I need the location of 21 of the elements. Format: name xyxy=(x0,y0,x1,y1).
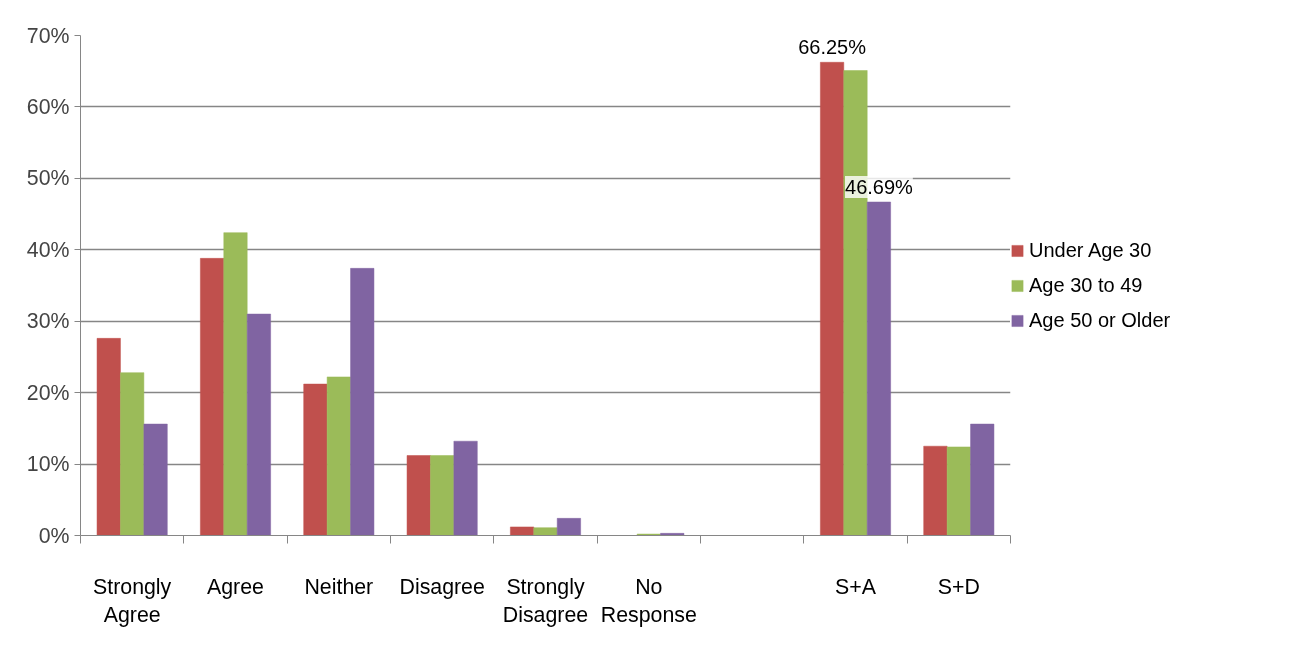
y-tick-label: 0% xyxy=(38,523,70,548)
data-label: 66.25% xyxy=(798,36,867,59)
x-tick-label: S+A xyxy=(835,574,877,599)
x-tick-label: Strongly Agree xyxy=(93,574,172,628)
x-tick-label: Agree xyxy=(207,574,264,599)
data-label: 46.69% xyxy=(845,176,914,198)
y-tick-label: 40% xyxy=(26,237,70,262)
x-tick-label: Neither xyxy=(304,574,374,599)
legend-label: Under Age 30 xyxy=(1029,238,1152,262)
legend-label: Age 30 to 49 xyxy=(1029,273,1143,297)
y-tick-label: 70% xyxy=(26,23,70,48)
x-tick-label: No Response xyxy=(600,574,697,628)
x-tick-label: Disagree xyxy=(399,574,485,599)
y-tick-label: 20% xyxy=(26,380,70,405)
y-tick-label: 10% xyxy=(26,452,70,477)
y-tick-label: 50% xyxy=(26,166,70,191)
x-tick-label: S+D xyxy=(937,574,980,599)
y-tick-label: 30% xyxy=(26,309,70,334)
legend-label: Age 50 or Older xyxy=(1029,308,1171,332)
x-tick-label: Strongly Disagree xyxy=(502,574,589,628)
y-tick-label: 60% xyxy=(26,94,70,119)
